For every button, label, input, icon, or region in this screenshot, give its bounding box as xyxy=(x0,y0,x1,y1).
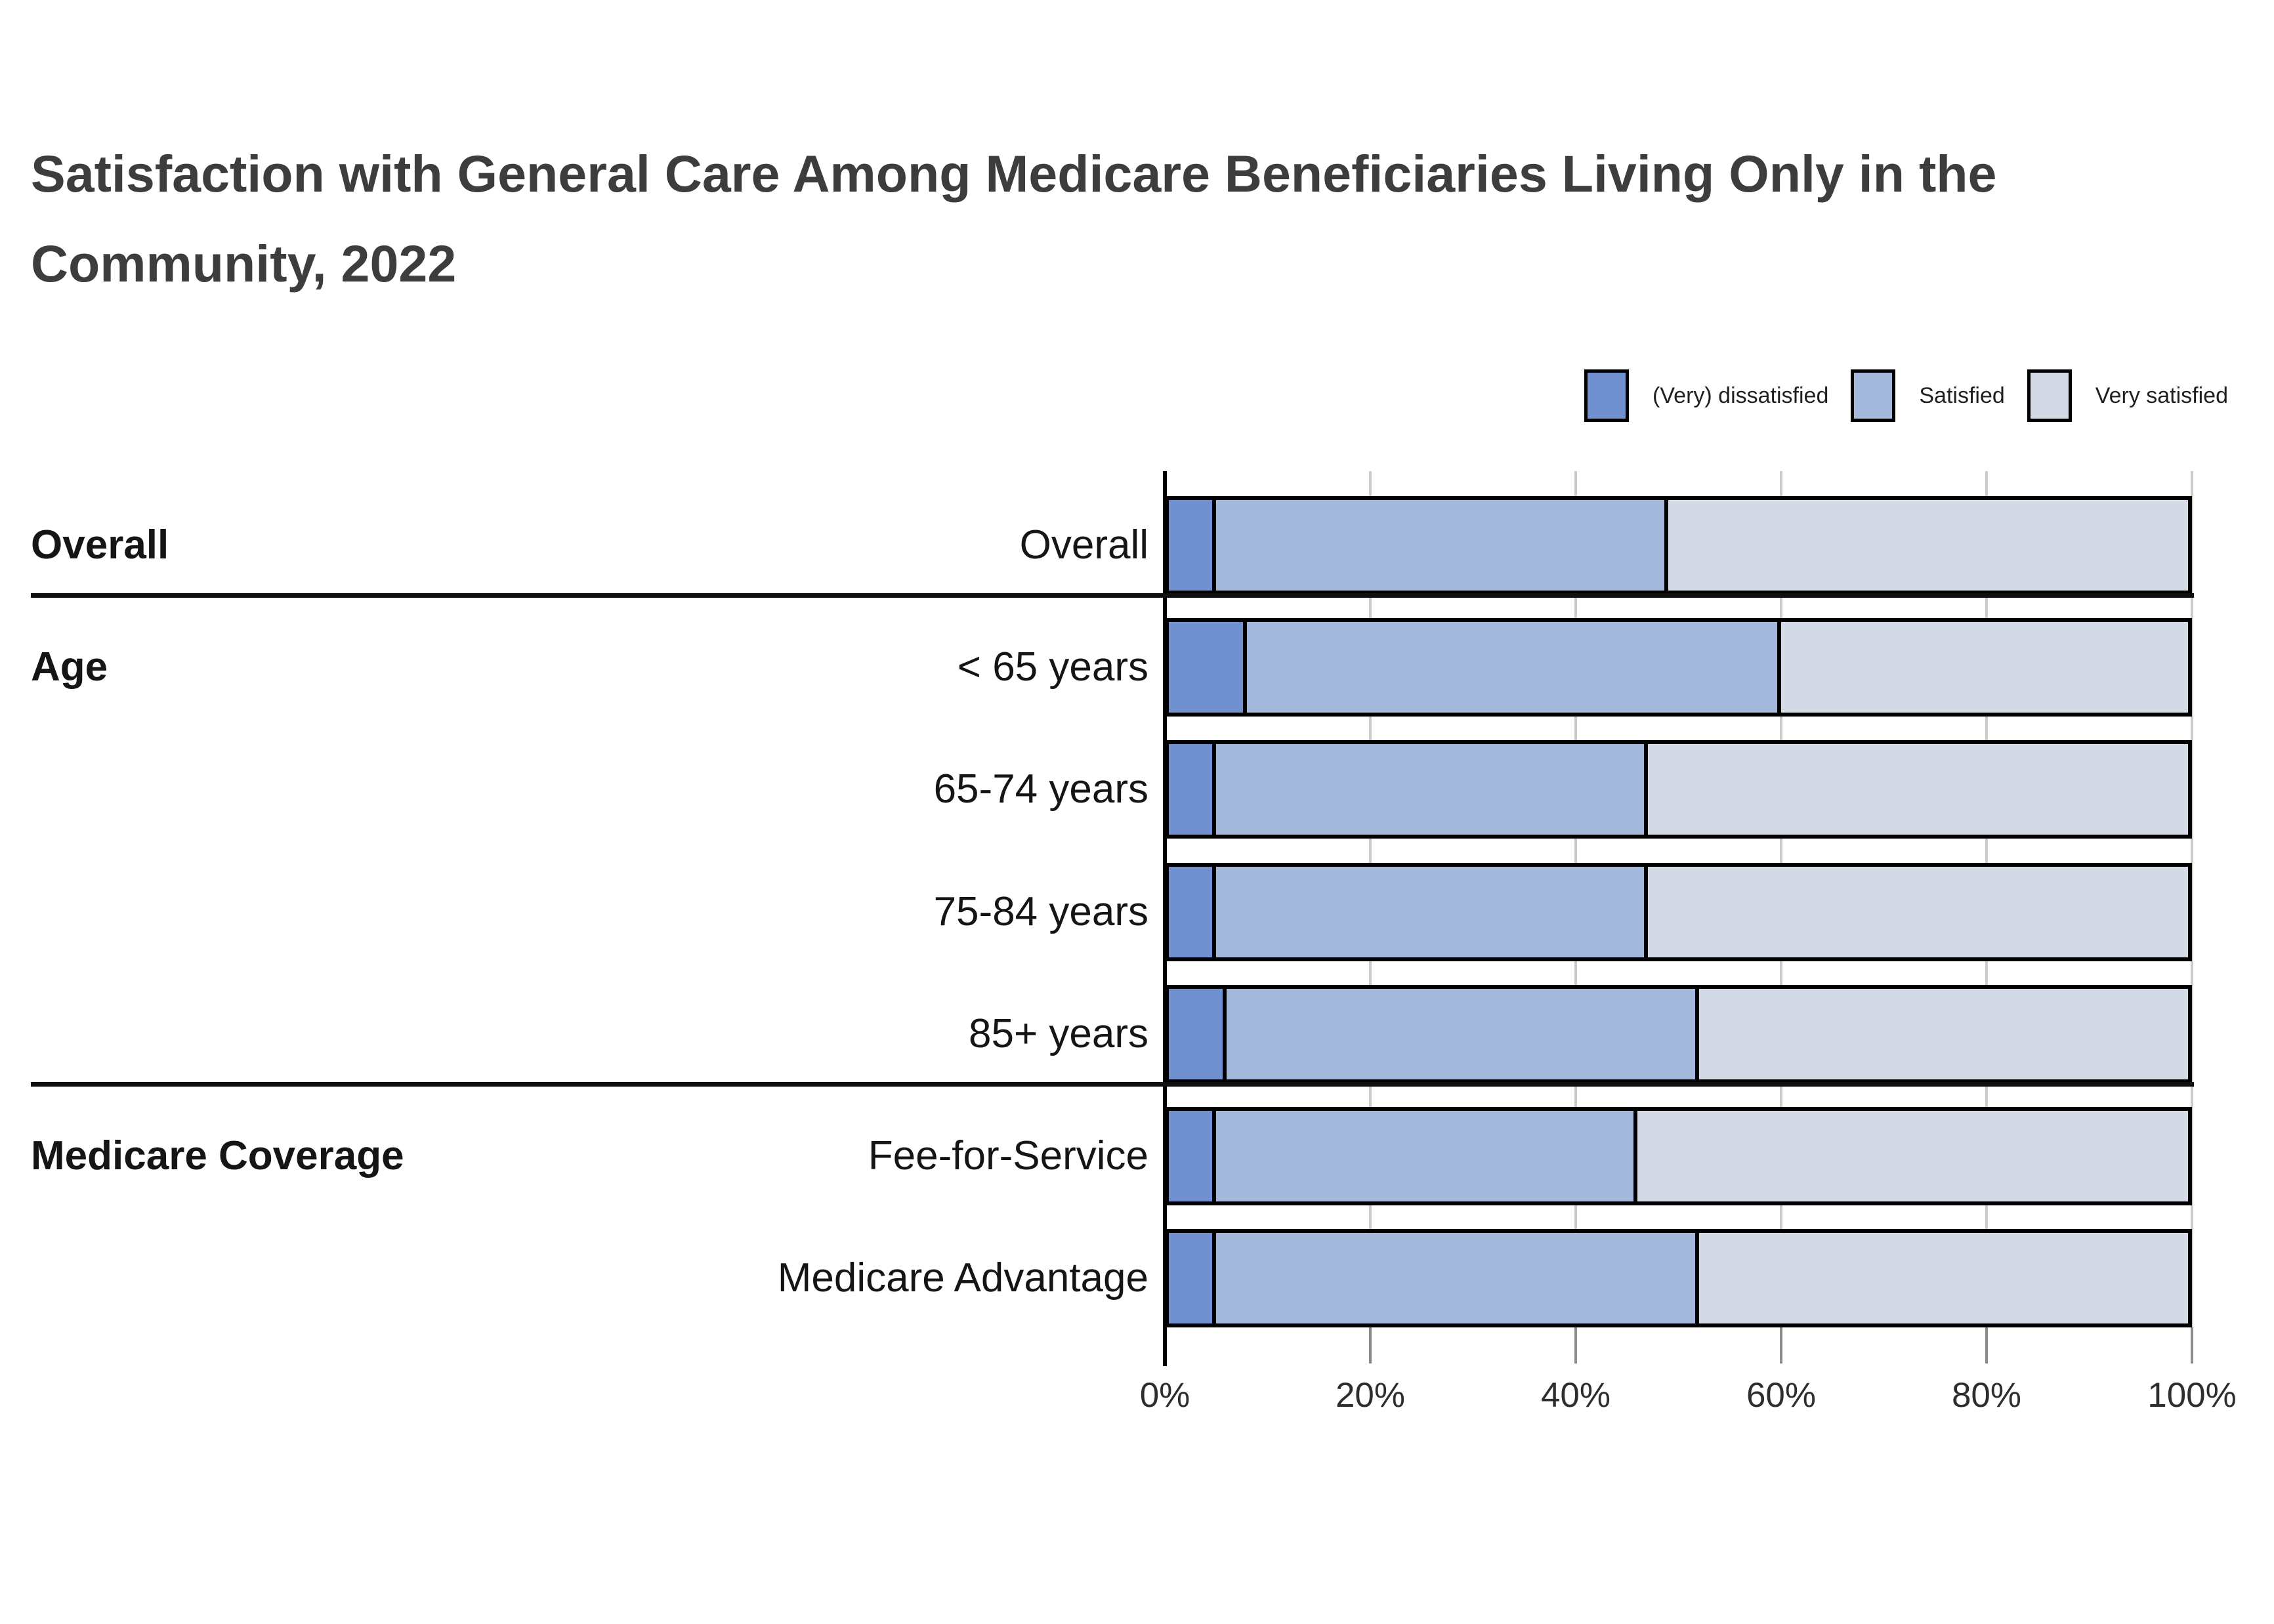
bar-row xyxy=(1165,1229,2192,1327)
bar-row xyxy=(1165,740,2192,839)
bar-segment-dissatisfied xyxy=(1165,863,1217,961)
bar-row xyxy=(1165,863,2192,961)
legend-swatch xyxy=(1851,369,1896,422)
gridline xyxy=(2191,471,2193,1327)
bar-segment-very-satisfied xyxy=(1695,985,2192,1083)
bar-row xyxy=(1165,1107,2192,1205)
row-label: Overall xyxy=(1019,522,1148,568)
row-label: Medicare Advantage xyxy=(777,1255,1148,1301)
bar-segment-satisfied xyxy=(1212,740,1648,839)
bar-row xyxy=(1165,496,2192,594)
axis-tick-label: 60% xyxy=(1746,1376,1817,1415)
bar-segment-dissatisfied xyxy=(1165,740,1217,839)
axis-tick xyxy=(1369,1327,1372,1364)
axis-tick-label: 20% xyxy=(1335,1376,1406,1415)
axis-tick xyxy=(1780,1327,1782,1364)
bar-row xyxy=(1165,618,2192,717)
bar-segment-very-satisfied xyxy=(1664,496,2192,594)
bar-segment-satisfied xyxy=(1212,496,1668,594)
row-label: < 65 years xyxy=(957,644,1148,690)
row-label: Fee-for-Service xyxy=(868,1133,1148,1178)
bar-segment-very-satisfied xyxy=(1633,1107,2192,1205)
bar-segment-satisfied xyxy=(1212,863,1648,961)
axis-tick xyxy=(2191,1327,2193,1364)
row-label: 85+ years xyxy=(968,1011,1148,1056)
bar-segment-dissatisfied xyxy=(1165,1229,1217,1327)
bar-segment-very-satisfied xyxy=(1643,740,2192,839)
bar-segment-very-satisfied xyxy=(1695,1229,2192,1327)
legend-label: Very satisfied xyxy=(2095,383,2228,408)
legend-item: Very satisfied xyxy=(2027,369,2228,422)
bar-segment-dissatisfied xyxy=(1165,1107,1217,1205)
legend-swatch xyxy=(2027,369,2072,422)
legend-item: Satisfied xyxy=(1851,369,2005,422)
bar-segment-satisfied xyxy=(1243,618,1781,717)
bar-segment-satisfied xyxy=(1212,1229,1699,1327)
bar-row xyxy=(1165,985,2192,1083)
group-label: Overall xyxy=(31,522,169,568)
bar-segment-very-satisfied xyxy=(1643,863,2192,961)
bar-segment-dissatisfied xyxy=(1165,985,1227,1083)
chart-title: Satisfaction with General Care Among Med… xyxy=(31,144,1997,293)
group-separator xyxy=(31,1082,2194,1087)
axis-tick xyxy=(1574,1327,1577,1364)
group-label: Age xyxy=(31,644,108,690)
legend-swatch xyxy=(1584,369,1630,422)
axis-tick xyxy=(1985,1327,1988,1364)
bar-segment-very-satisfied xyxy=(1777,618,2192,717)
row-label: 65-74 years xyxy=(933,766,1148,812)
bar-segment-satisfied xyxy=(1212,1107,1637,1205)
axis-tick-label: 80% xyxy=(1951,1376,2022,1415)
group-separator xyxy=(31,593,2194,598)
legend-label: (Very) dissatisfied xyxy=(1653,383,1829,408)
bar-segment-dissatisfied xyxy=(1165,496,1217,594)
axis-tick-label: 0% xyxy=(1139,1376,1190,1415)
bar-segment-dissatisfied xyxy=(1165,618,1248,717)
row-label: 75-84 years xyxy=(933,889,1148,934)
legend-item: (Very) dissatisfied xyxy=(1584,369,1828,422)
bar-segment-satisfied xyxy=(1222,985,1699,1083)
legend-label: Satisfied xyxy=(1919,383,2005,408)
legend: (Very) dissatisfied Satisfied Very satisfi… xyxy=(1584,369,2228,422)
axis-tick-label: 100% xyxy=(2147,1376,2237,1415)
group-label: Medicare Coverage xyxy=(31,1133,404,1178)
axis-tick-label: 40% xyxy=(1540,1376,1611,1415)
